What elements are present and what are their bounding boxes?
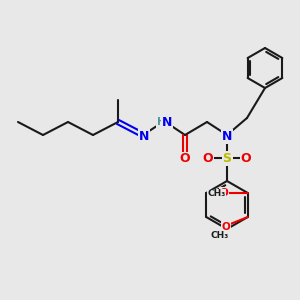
Text: O: O bbox=[219, 188, 228, 198]
Text: O: O bbox=[180, 152, 190, 166]
Text: CH₃: CH₃ bbox=[208, 190, 226, 199]
Text: N: N bbox=[162, 116, 172, 130]
Text: O: O bbox=[203, 152, 213, 164]
Text: N: N bbox=[222, 130, 232, 142]
Text: CH₃: CH₃ bbox=[211, 230, 229, 239]
Text: N: N bbox=[139, 130, 149, 142]
Text: O: O bbox=[241, 152, 251, 164]
Text: H: H bbox=[157, 117, 165, 127]
Text: S: S bbox=[223, 152, 232, 164]
Text: O: O bbox=[221, 222, 230, 232]
